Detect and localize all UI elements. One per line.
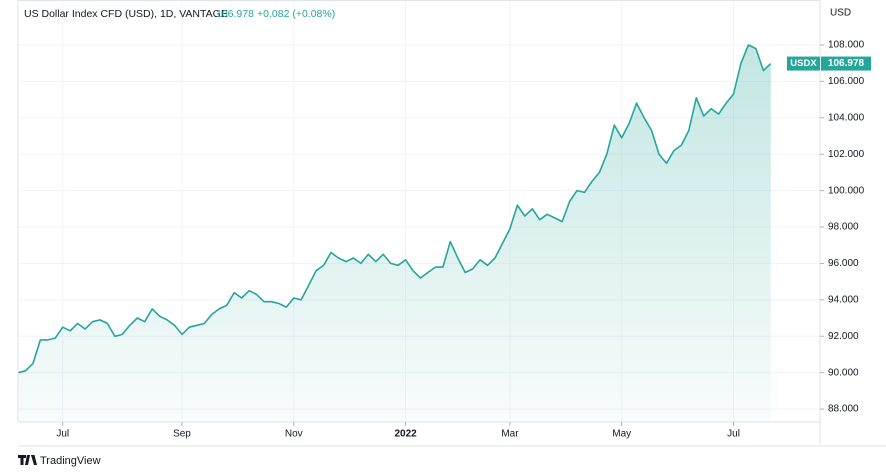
x-tick-label: Sep [173,429,191,440]
chart-title: US Dollar Index CFD (USD), 1D, VANTAGE [24,8,228,20]
area-fill [18,45,771,422]
x-tick-label: Nov [285,429,303,440]
y-tick-label: 100.000 [828,185,865,196]
x-tick-label: Mar [501,429,519,440]
price-change: +0.082 (+0.08%) [257,8,335,20]
x-tick-label: 2022 [394,429,417,440]
y-axis-label: USD [830,8,851,19]
price-badge-bg [821,56,871,71]
y-tick-label: 108.000 [828,40,865,51]
price-badge-value: 106.978 [828,58,865,69]
x-tick-label: Jul [56,429,69,440]
price-line [17,44,772,374]
y-tick-label: 90.000 [828,367,859,378]
last-price: 106.978 [216,8,254,20]
x-tick-label: Jul [727,429,740,440]
brand-name: TradingView [40,455,101,467]
brand-logo [18,455,37,465]
x-tick-label: May [612,429,631,440]
y-tick-label: 88.000 [828,404,859,415]
series-badge-bg [787,56,820,71]
y-tick-label: 104.000 [828,112,865,123]
y-tick-label: 98.000 [828,222,859,233]
plot [17,44,772,422]
y-tick-label: 96.000 [828,258,859,269]
series-badge-name: USDX [790,58,817,69]
y-tick-label: 94.000 [828,294,859,305]
y-tick-label: 102.000 [828,149,865,160]
y-tick-label: 92.000 [828,331,859,342]
y-tick-label: 106.000 [828,76,865,87]
brand: TradingView [18,455,101,467]
